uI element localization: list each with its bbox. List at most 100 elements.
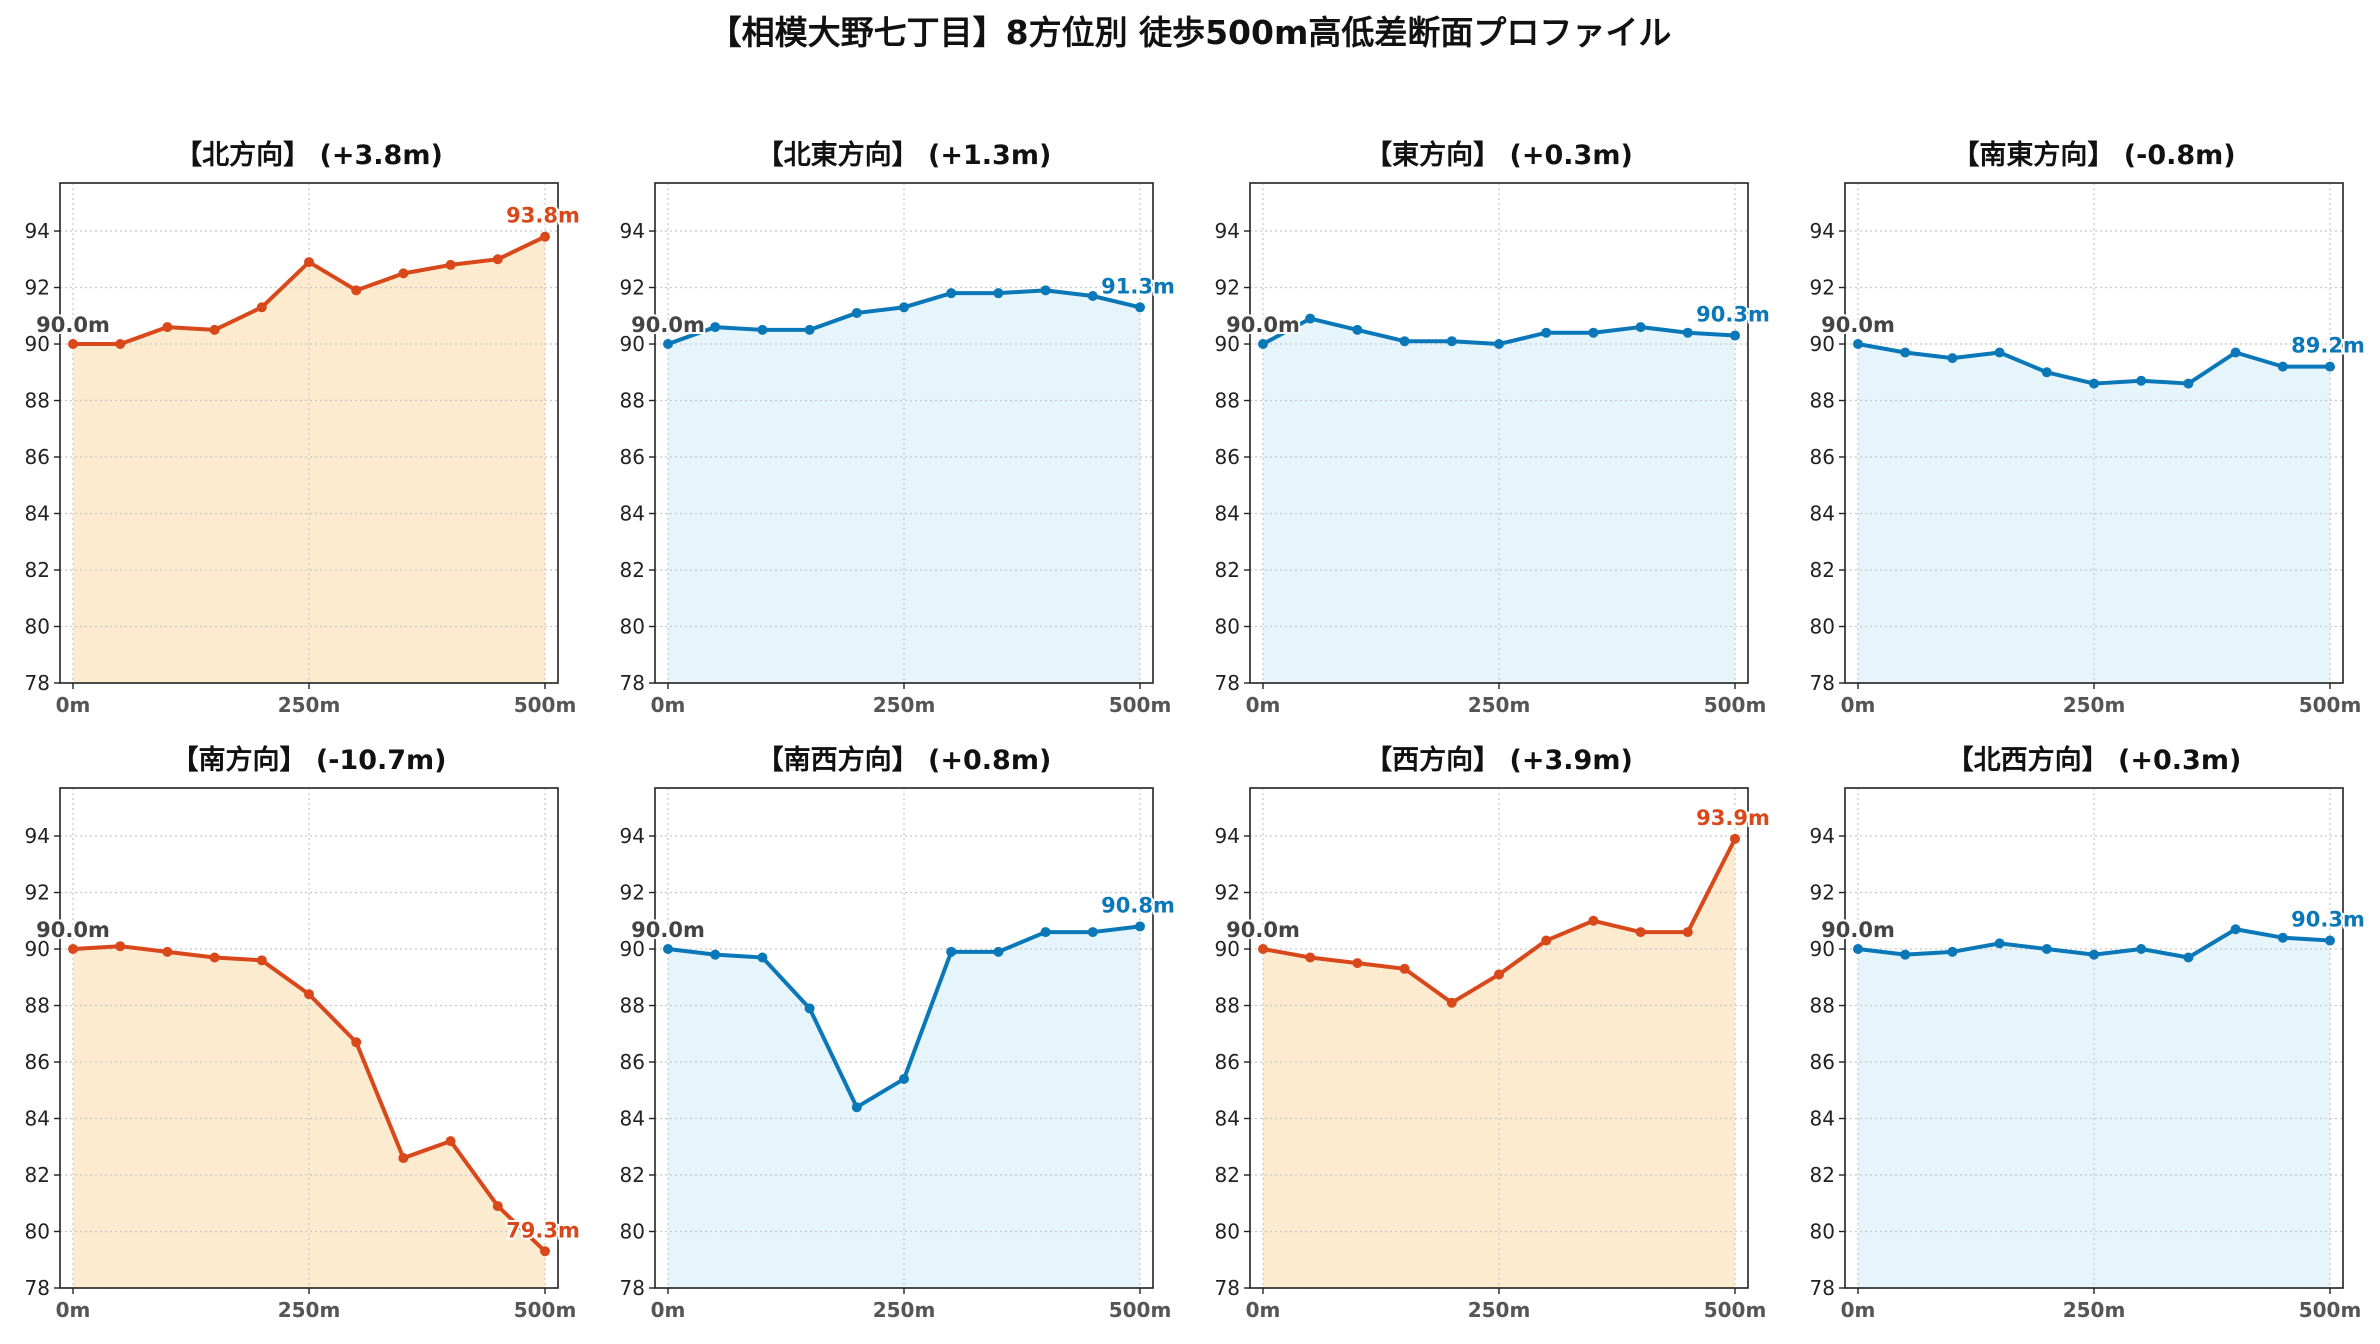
figure-title: 【相模大野七丁目】8方位別 徒歩500m高低差断面プロファイル — [709, 13, 1672, 52]
x-tick-label: 0m — [651, 693, 686, 717]
x-tick-label: 0m — [1841, 1298, 1876, 1322]
y-tick-label: 90 — [25, 937, 50, 961]
data-point — [1682, 327, 1693, 338]
y-tick-label: 86 — [1810, 1050, 1835, 1074]
y-tick-label: 84 — [620, 502, 645, 526]
y-tick-label: 78 — [1215, 1276, 1240, 1300]
data-point — [2277, 361, 2288, 372]
data-point — [1494, 969, 1504, 980]
data-point — [1730, 330, 1740, 341]
y-tick-label: 94 — [1810, 219, 1835, 243]
data-point — [1635, 927, 1646, 938]
y-tick-label: 92 — [1215, 276, 1240, 300]
y-tick-label: 90 — [1215, 937, 1240, 961]
subplot-title: 【西方向】 (+3.9m) — [1365, 744, 1633, 776]
y-tick-label: 92 — [620, 276, 645, 300]
data-point — [1258, 339, 1268, 350]
y-tick-label: 86 — [25, 1050, 50, 1074]
subplot-title: 【南西方向】 (+0.8m) — [757, 744, 1052, 776]
area-fill — [73, 946, 545, 1288]
area-fill — [668, 290, 1140, 683]
area-fill — [668, 926, 1140, 1288]
y-tick-label: 82 — [1810, 558, 1835, 582]
start-value-label: 90.0m — [1226, 918, 1300, 942]
data-point — [209, 952, 220, 963]
x-tick-label: 500m — [2299, 1298, 2362, 1322]
end-value-label: 90.3m — [2291, 908, 2365, 932]
data-point — [1853, 339, 1863, 350]
x-tick-label: 250m — [2063, 1298, 2126, 1322]
y-tick-label: 80 — [25, 1220, 50, 1244]
end-value-label: 90.8m — [1101, 893, 1175, 917]
y-tick-label: 94 — [1810, 824, 1835, 848]
start-value-label: 90.0m — [631, 313, 705, 337]
y-tick-label: 88 — [1215, 389, 1240, 413]
y-tick-label: 80 — [1810, 1220, 1835, 1244]
data-point — [1947, 353, 1958, 364]
data-point — [1947, 946, 1958, 957]
x-tick-label: 500m — [1704, 1298, 1767, 1322]
data-point — [851, 1102, 862, 1113]
y-tick-label: 90 — [1215, 332, 1240, 356]
y-tick-label: 80 — [1215, 615, 1240, 639]
y-tick-label: 86 — [1215, 1050, 1240, 1074]
data-point — [256, 955, 267, 966]
y-tick-label: 78 — [1215, 671, 1240, 695]
x-tick-label: 500m — [2299, 693, 2362, 717]
start-value-label: 90.0m — [1821, 918, 1895, 942]
x-tick-label: 500m — [1109, 1298, 1172, 1322]
data-point — [351, 285, 362, 296]
subplot-6: 78 80 82 84 86 88 90 92 94 0m 250m 500m 【西方向】 (+3.9m… — [1215, 744, 1772, 1322]
data-point — [492, 254, 503, 265]
subplot-5: 78 80 82 84 86 88 90 92 94 0m 250m 500m 【南西方向】 (+0.8… — [620, 744, 1177, 1322]
data-point — [2041, 944, 2052, 955]
data-point — [757, 952, 768, 963]
x-tick-label: 0m — [56, 1298, 91, 1322]
x-tick-label: 250m — [873, 1298, 936, 1322]
y-tick-label: 88 — [25, 994, 50, 1018]
data-point — [1305, 313, 1316, 324]
data-point — [710, 322, 721, 333]
x-tick-label: 500m — [514, 693, 577, 717]
x-tick-label: 500m — [1109, 693, 1172, 717]
subplot-7: 78 80 82 84 86 88 90 92 94 0m 250m 500m 【北西方向】 (+0.3… — [1810, 744, 2367, 1322]
y-tick-label: 94 — [1215, 219, 1240, 243]
y-tick-label: 86 — [25, 445, 50, 469]
y-tick-label: 92 — [1215, 881, 1240, 905]
subplot-3: 78 80 82 84 86 88 90 92 94 0m 250m 500m 【南東方向】 (-0.8… — [1810, 139, 2367, 717]
data-point — [2136, 944, 2147, 955]
data-point — [993, 946, 1004, 957]
data-point — [540, 1246, 550, 1257]
data-point — [710, 949, 721, 960]
data-point — [804, 1003, 815, 1014]
x-tick-label: 0m — [1841, 693, 1876, 717]
start-value-label: 90.0m — [631, 918, 705, 942]
y-tick-label: 82 — [620, 1163, 645, 1187]
data-point — [757, 324, 768, 335]
data-point — [2089, 949, 2099, 960]
data-point — [663, 339, 673, 350]
data-point — [1087, 290, 1098, 301]
data-point — [1588, 327, 1599, 338]
data-point — [946, 946, 957, 957]
data-point — [993, 288, 1004, 299]
y-tick-label: 88 — [1810, 994, 1835, 1018]
y-tick-label: 84 — [25, 502, 50, 526]
subplot-title: 【北方向】 (+3.8m) — [175, 139, 443, 171]
y-tick-label: 88 — [1810, 389, 1835, 413]
y-tick-label: 80 — [620, 615, 645, 639]
data-point — [1040, 927, 1051, 938]
end-value-label: 89.2m — [2291, 334, 2365, 358]
end-value-label: 91.3m — [1101, 274, 1175, 298]
start-value-label: 90.0m — [1821, 313, 1895, 337]
y-tick-label: 84 — [1810, 1107, 1835, 1131]
y-tick-label: 92 — [620, 881, 645, 905]
data-point — [1399, 963, 1410, 974]
y-tick-label: 78 — [620, 1276, 645, 1300]
data-point — [256, 302, 267, 313]
data-point — [1040, 285, 1051, 296]
data-point — [663, 944, 673, 955]
start-value-label: 90.0m — [1226, 313, 1300, 337]
y-tick-label: 90 — [1810, 937, 1835, 961]
y-tick-label: 80 — [620, 1220, 645, 1244]
